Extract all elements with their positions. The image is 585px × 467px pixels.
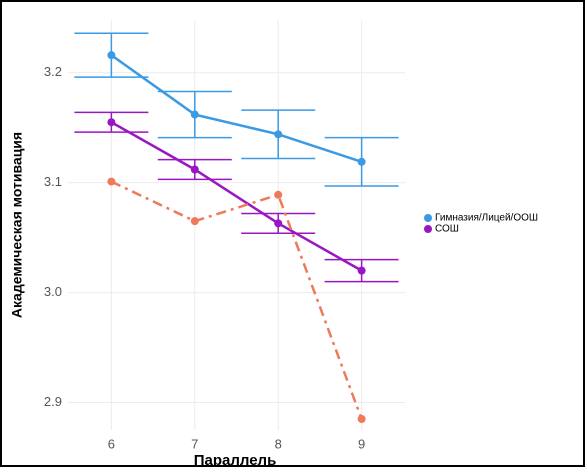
y-axis-title: Академическая мотивация: [9, 132, 25, 318]
point: [107, 177, 116, 186]
point: [357, 266, 366, 275]
point: [107, 51, 116, 60]
point: [274, 219, 283, 228]
legend-label: Гимназия/Лицей/ООШ: [435, 213, 538, 224]
y-tick-label: 3.1: [44, 174, 62, 189]
legend-swatch: [424, 214, 432, 222]
x-tick-label: 8: [275, 436, 282, 451]
point: [274, 130, 283, 139]
point: [274, 190, 283, 199]
series-line: [110, 180, 363, 420]
series-line: [110, 121, 363, 272]
point: [357, 157, 366, 166]
legend-label: СОШ: [435, 224, 459, 235]
point: [190, 217, 199, 226]
point: [107, 118, 116, 127]
y-tick-label: 3.2: [44, 64, 62, 79]
series-line: [110, 54, 363, 163]
point: [190, 110, 199, 119]
x-tick-label: 9: [358, 436, 365, 451]
legend-swatch: [424, 225, 432, 233]
x-axis-title: Параллель: [194, 452, 277, 467]
x-tick-label: 6: [108, 436, 115, 451]
y-tick-label: 3.0: [44, 284, 62, 299]
x-tick-label: 7: [191, 436, 198, 451]
point: [357, 415, 366, 424]
y-tick-label: 2.9: [44, 394, 62, 409]
point: [190, 165, 199, 174]
